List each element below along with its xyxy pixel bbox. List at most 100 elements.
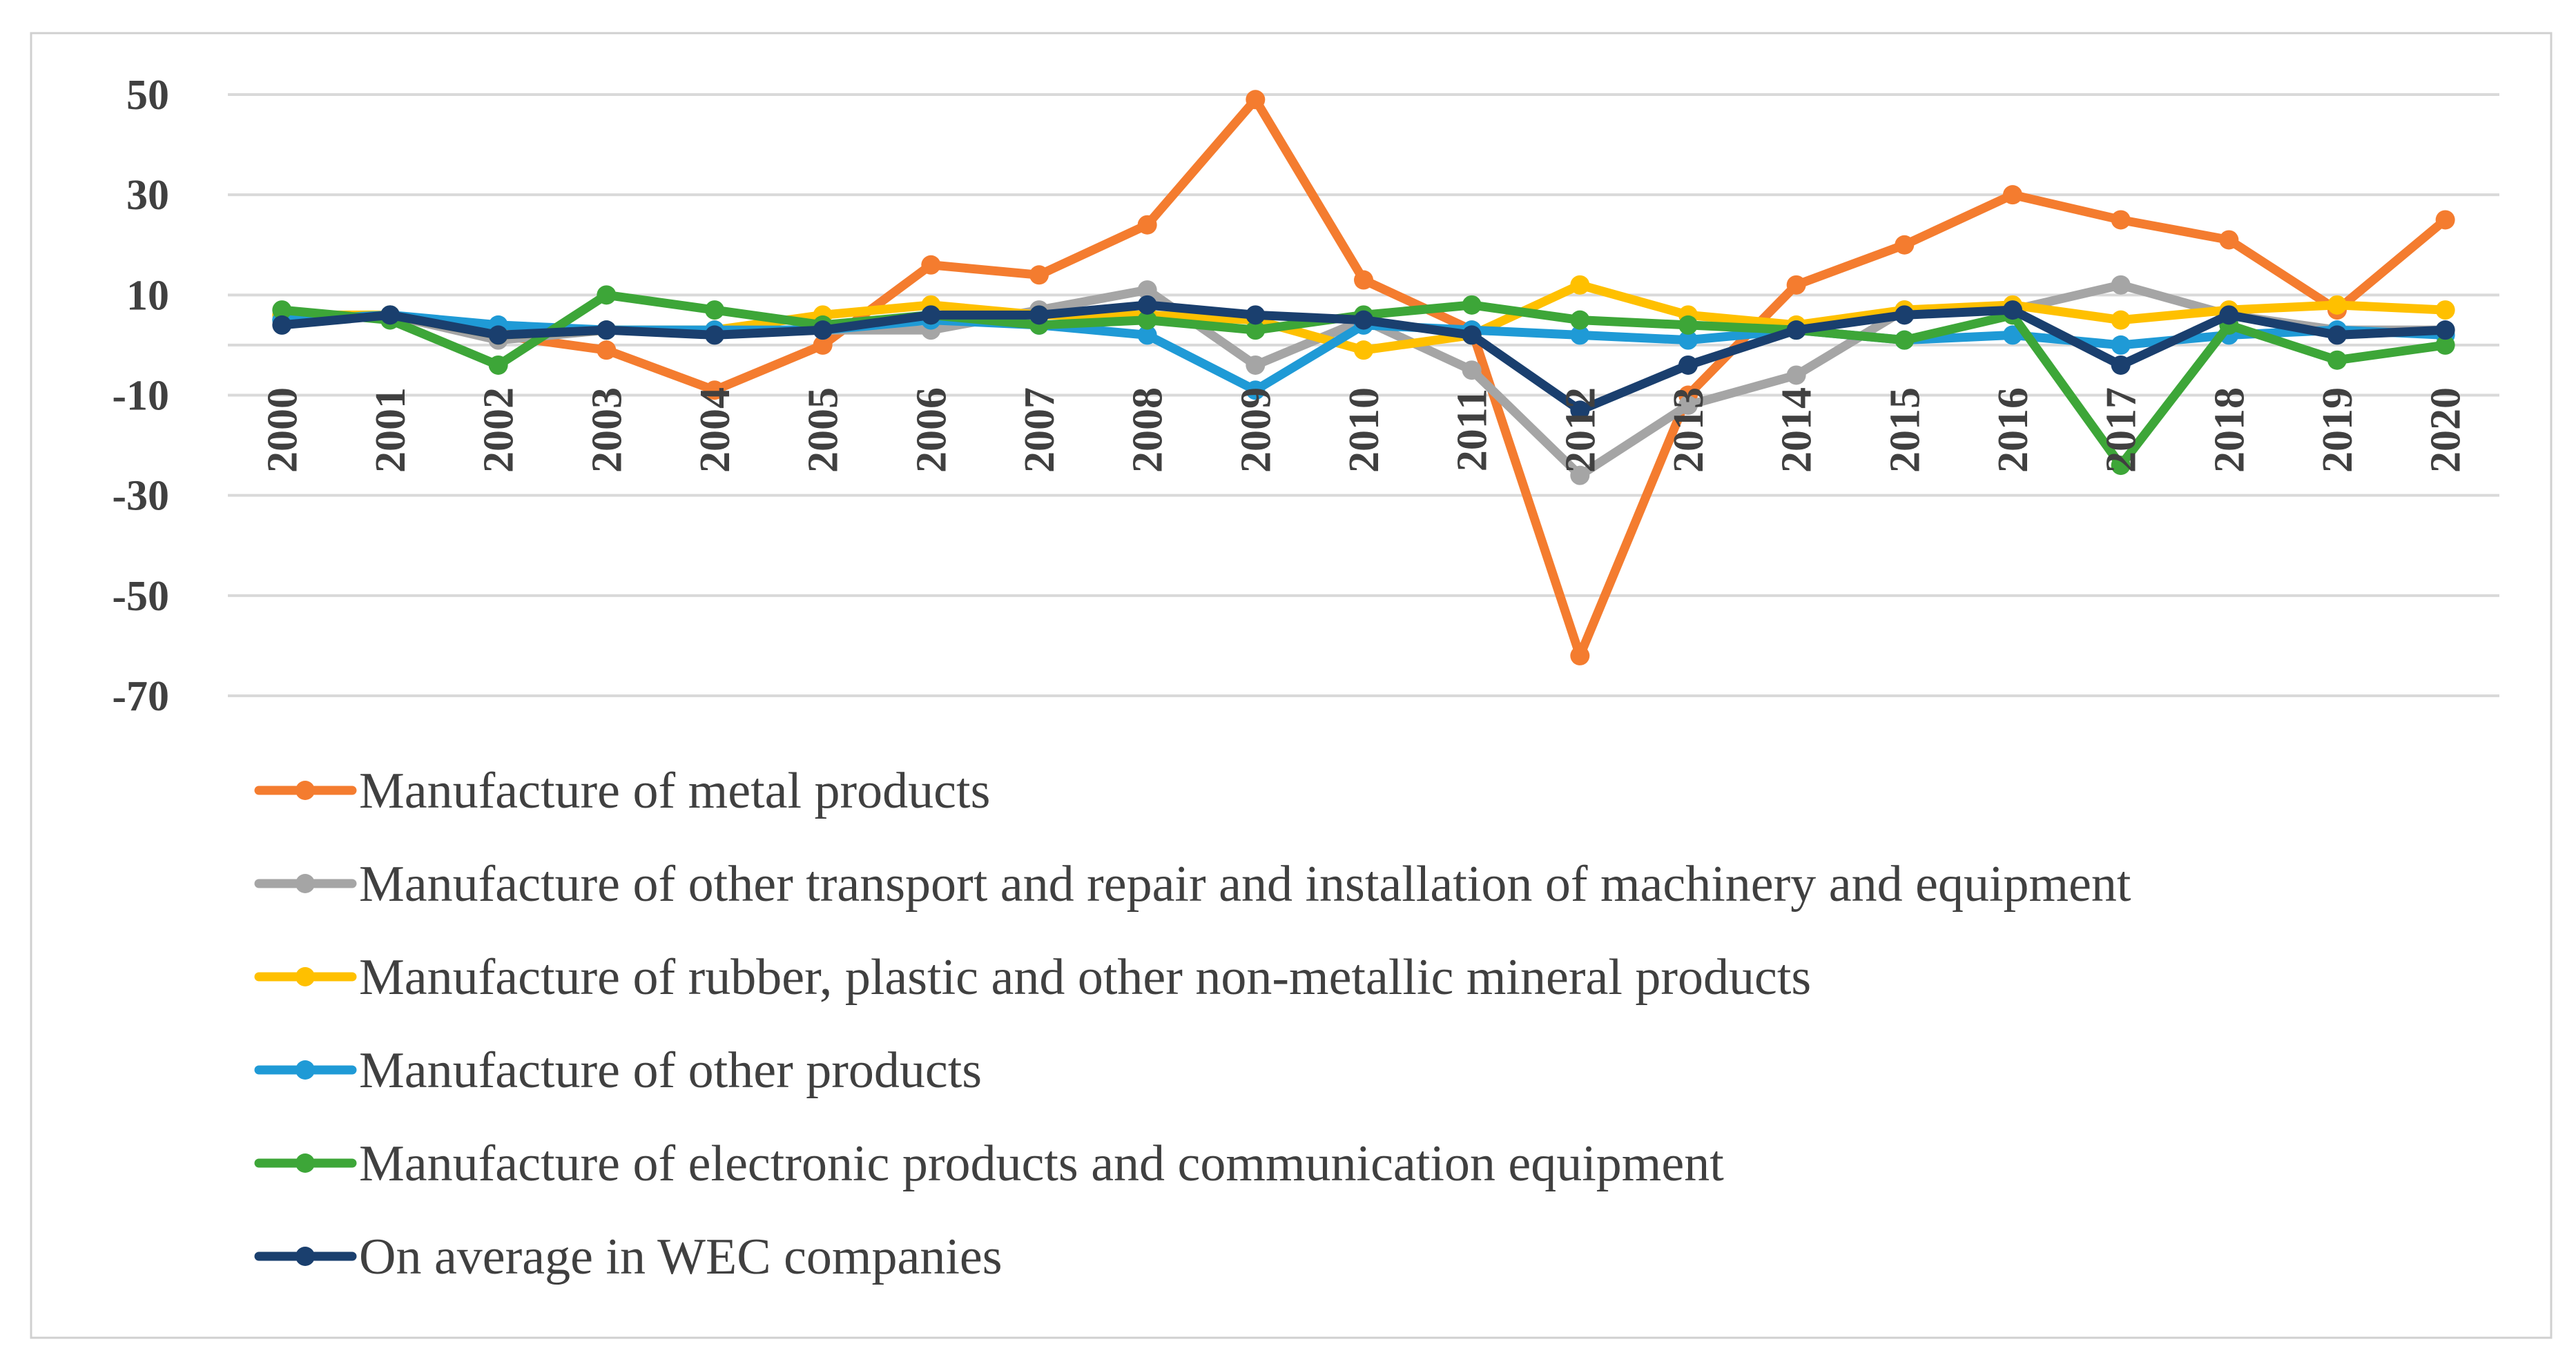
data-point xyxy=(705,325,724,345)
legend-label: On average in WEC companies xyxy=(359,1229,1003,1285)
data-point xyxy=(1570,645,1590,665)
data-point xyxy=(1570,325,1590,345)
data-point xyxy=(1246,90,1266,110)
data-point xyxy=(488,325,508,345)
data-point xyxy=(2327,295,2347,315)
legend-swatch-marker xyxy=(296,874,315,893)
legend-item: Manufacture of metal products xyxy=(254,763,990,819)
data-point xyxy=(488,355,508,375)
data-point xyxy=(1354,270,1373,290)
data-point xyxy=(2111,275,2131,295)
data-point xyxy=(272,315,292,335)
data-point xyxy=(2111,210,2131,230)
data-point xyxy=(1678,396,1698,416)
x-tick-label: 2016 xyxy=(1990,387,2037,473)
legend-label: Manufacture of other transport and repai… xyxy=(359,856,2131,913)
data-point xyxy=(1678,315,1698,335)
data-point xyxy=(2435,300,2455,320)
x-tick-label: 2013 xyxy=(1665,387,1712,473)
data-point xyxy=(813,335,833,355)
legend-label: Manufacture of rubber, plastic and other… xyxy=(359,949,1811,1006)
chart-frame xyxy=(30,32,2553,1339)
x-tick-label: 2009 xyxy=(1232,387,1279,473)
data-point xyxy=(1786,320,1806,340)
data-point xyxy=(2111,456,2131,476)
x-tick-label: 2000 xyxy=(259,387,306,473)
data-point xyxy=(1895,330,1915,350)
legend-item: Manufacture of electronic products and c… xyxy=(254,1136,1724,1192)
y-tick-label: -10 xyxy=(112,373,169,420)
data-point xyxy=(1895,235,1915,255)
data-point xyxy=(1462,295,1482,315)
data-point xyxy=(921,305,941,325)
x-tick-label: 2012 xyxy=(1557,387,1604,473)
data-point xyxy=(1246,355,1266,375)
data-point xyxy=(921,255,941,275)
legend-swatch-marker xyxy=(296,1060,315,1080)
x-tick-label: 2001 xyxy=(367,387,414,473)
data-point xyxy=(1462,360,1482,380)
legend-item: On average in WEC companies xyxy=(254,1229,1003,1285)
x-tick-label: 2002 xyxy=(476,387,523,473)
x-tick-label: 2006 xyxy=(908,387,955,473)
series-5 xyxy=(272,295,2455,420)
data-point xyxy=(597,320,617,340)
data-point xyxy=(1246,320,1266,340)
x-tick-label: 2020 xyxy=(2423,387,2470,473)
y-tick-label: 50 xyxy=(126,72,169,119)
data-point xyxy=(2219,305,2239,325)
data-point xyxy=(1786,275,1806,295)
x-tick-label: 2003 xyxy=(583,387,630,473)
legend: Manufacture of metal products Manufacture… xyxy=(254,763,2131,1285)
data-point xyxy=(597,285,617,305)
data-point xyxy=(1137,215,1157,235)
series-layer xyxy=(272,90,2455,665)
legend-swatch-marker xyxy=(296,1153,315,1173)
y-tick-label: -50 xyxy=(112,573,169,620)
data-point xyxy=(1570,310,1590,330)
data-point xyxy=(2435,210,2455,230)
data-point xyxy=(1137,280,1157,300)
data-point xyxy=(1137,310,1157,330)
x-tick-label: 2005 xyxy=(800,387,847,473)
y-tick-label: -70 xyxy=(112,673,169,720)
legend-item: Manufacture of other transport and repai… xyxy=(254,856,2131,913)
legend-swatch-marker xyxy=(296,967,315,986)
data-point xyxy=(2219,230,2239,250)
data-point xyxy=(2435,320,2455,340)
data-point xyxy=(1570,275,1590,295)
y-tick-label: -30 xyxy=(112,473,169,520)
data-point xyxy=(2003,300,2022,320)
x-tick-label: 2010 xyxy=(1341,387,1388,473)
data-point xyxy=(1354,310,1373,330)
data-point xyxy=(1137,295,1157,315)
data-point xyxy=(1895,305,1915,325)
data-point xyxy=(813,320,833,340)
legend-label: Manufacture of other products xyxy=(359,1042,982,1099)
x-tick-label: 2018 xyxy=(2206,387,2253,473)
data-point xyxy=(705,380,724,400)
data-point xyxy=(1137,325,1157,345)
x-tick-label: 2008 xyxy=(1125,387,1172,473)
data-point xyxy=(1570,400,1590,420)
x-tick-label: 2004 xyxy=(692,387,739,473)
legend-label: Manufacture of metal products xyxy=(359,763,990,819)
x-tick-label: 2015 xyxy=(1881,387,1928,473)
data-point xyxy=(1786,365,1806,385)
data-point xyxy=(1570,465,1590,485)
y-tick-label: 30 xyxy=(126,172,169,219)
x-tick-label: 2007 xyxy=(1016,387,1063,473)
data-point xyxy=(380,305,400,325)
data-point xyxy=(1029,265,1049,285)
data-point xyxy=(1678,330,1698,350)
data-point xyxy=(2435,335,2455,355)
data-point xyxy=(1462,325,1482,345)
x-tick-label: 2017 xyxy=(2098,387,2145,473)
data-point xyxy=(1354,340,1373,360)
x-tick-label: 2011 xyxy=(1449,389,1496,472)
data-point xyxy=(1246,380,1266,400)
data-point xyxy=(1029,305,1049,325)
data-point xyxy=(705,300,724,320)
y-tick-label: 10 xyxy=(126,272,169,319)
